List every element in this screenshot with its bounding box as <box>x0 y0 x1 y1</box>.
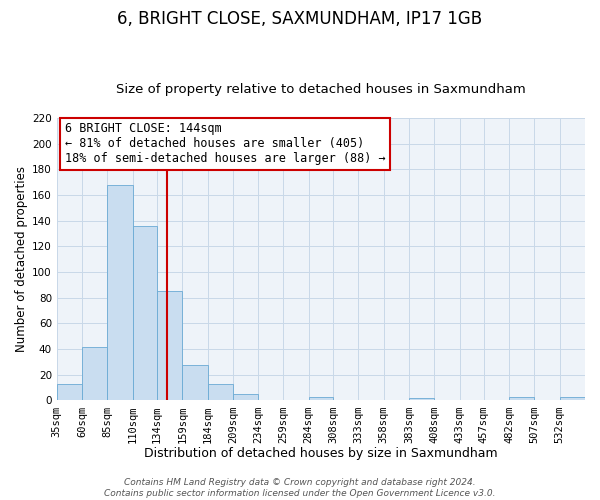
Bar <box>560 396 585 400</box>
Bar <box>157 292 182 401</box>
Text: Contains HM Land Registry data © Crown copyright and database right 2024.
Contai: Contains HM Land Registry data © Crown c… <box>104 478 496 498</box>
Bar <box>409 398 434 400</box>
Bar <box>208 384 233 400</box>
Text: 6, BRIGHT CLOSE, SAXMUNDHAM, IP17 1GB: 6, BRIGHT CLOSE, SAXMUNDHAM, IP17 1GB <box>118 10 482 28</box>
Bar <box>509 396 535 400</box>
Bar <box>182 364 208 400</box>
Bar <box>57 384 82 400</box>
Bar <box>107 185 133 400</box>
Y-axis label: Number of detached properties: Number of detached properties <box>15 166 28 352</box>
Title: Size of property relative to detached houses in Saxmundham: Size of property relative to detached ho… <box>116 83 526 96</box>
Text: 6 BRIGHT CLOSE: 144sqm
← 81% of detached houses are smaller (405)
18% of semi-de: 6 BRIGHT CLOSE: 144sqm ← 81% of detached… <box>65 122 385 165</box>
X-axis label: Distribution of detached houses by size in Saxmundham: Distribution of detached houses by size … <box>144 447 498 460</box>
Bar <box>233 394 258 400</box>
Bar <box>82 346 107 401</box>
Bar <box>309 396 333 400</box>
Bar <box>133 226 157 400</box>
